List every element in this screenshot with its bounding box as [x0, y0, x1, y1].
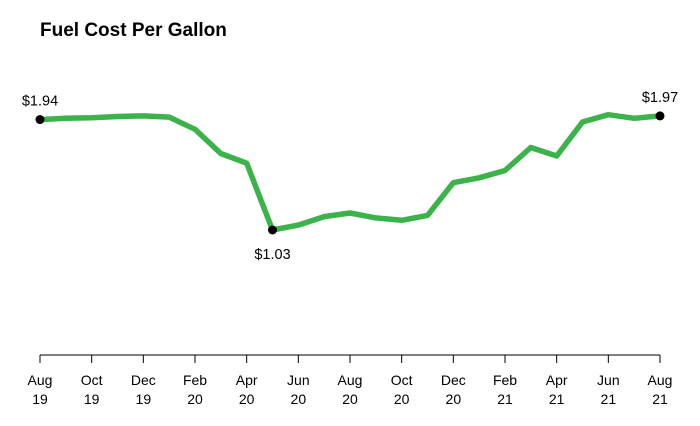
x-tick-label-year: 21: [652, 391, 668, 407]
x-tick-label-year: 20: [342, 391, 358, 407]
x-tick-label-month: Oct: [391, 372, 413, 388]
data-label: $1.97: [642, 90, 678, 106]
x-tick-label-month: Dec: [441, 372, 466, 388]
x-tick-label-month: Feb: [183, 372, 207, 388]
x-tick-label-year: 21: [497, 391, 513, 407]
data-point-marker: [35, 115, 45, 125]
x-tick-label-year: 20: [394, 391, 410, 407]
x-tick-label-year: 21: [549, 391, 565, 407]
x-tick-label-month: Oct: [81, 372, 103, 388]
x-tick-label-month: Dec: [131, 372, 156, 388]
fuel-cost-line: [37, 111, 663, 233]
x-tick-label-month: Aug: [338, 372, 363, 388]
chart-title: Fuel Cost Per Gallon: [40, 20, 227, 41]
x-tick-label-year: 20: [187, 391, 203, 407]
x-tick-label-month: Jun: [287, 372, 310, 388]
data-label: $1.94: [22, 94, 58, 110]
data-point-marker: [655, 111, 665, 121]
x-tick-label-year: 20: [291, 391, 307, 407]
x-tick-label-year: 20: [239, 391, 255, 407]
x-tick-label-month: Aug: [648, 372, 673, 388]
x-tick-label-month: Apr: [546, 372, 568, 388]
x-tick-label-year: 20: [446, 391, 462, 407]
x-tick-label-month: Jun: [597, 372, 620, 388]
x-tick-label-year: 19: [136, 391, 152, 407]
x-tick-label-month: Feb: [493, 372, 517, 388]
data-point-marker: [268, 225, 277, 235]
x-tick-label-year: 21: [601, 391, 617, 407]
x-tick-label-month: Apr: [236, 372, 258, 388]
x-tick-label-year: 19: [32, 391, 48, 407]
x-tick-label-month: Aug: [28, 372, 53, 388]
data-label: $1.03: [254, 247, 290, 263]
x-tick-label-year: 19: [84, 391, 100, 407]
